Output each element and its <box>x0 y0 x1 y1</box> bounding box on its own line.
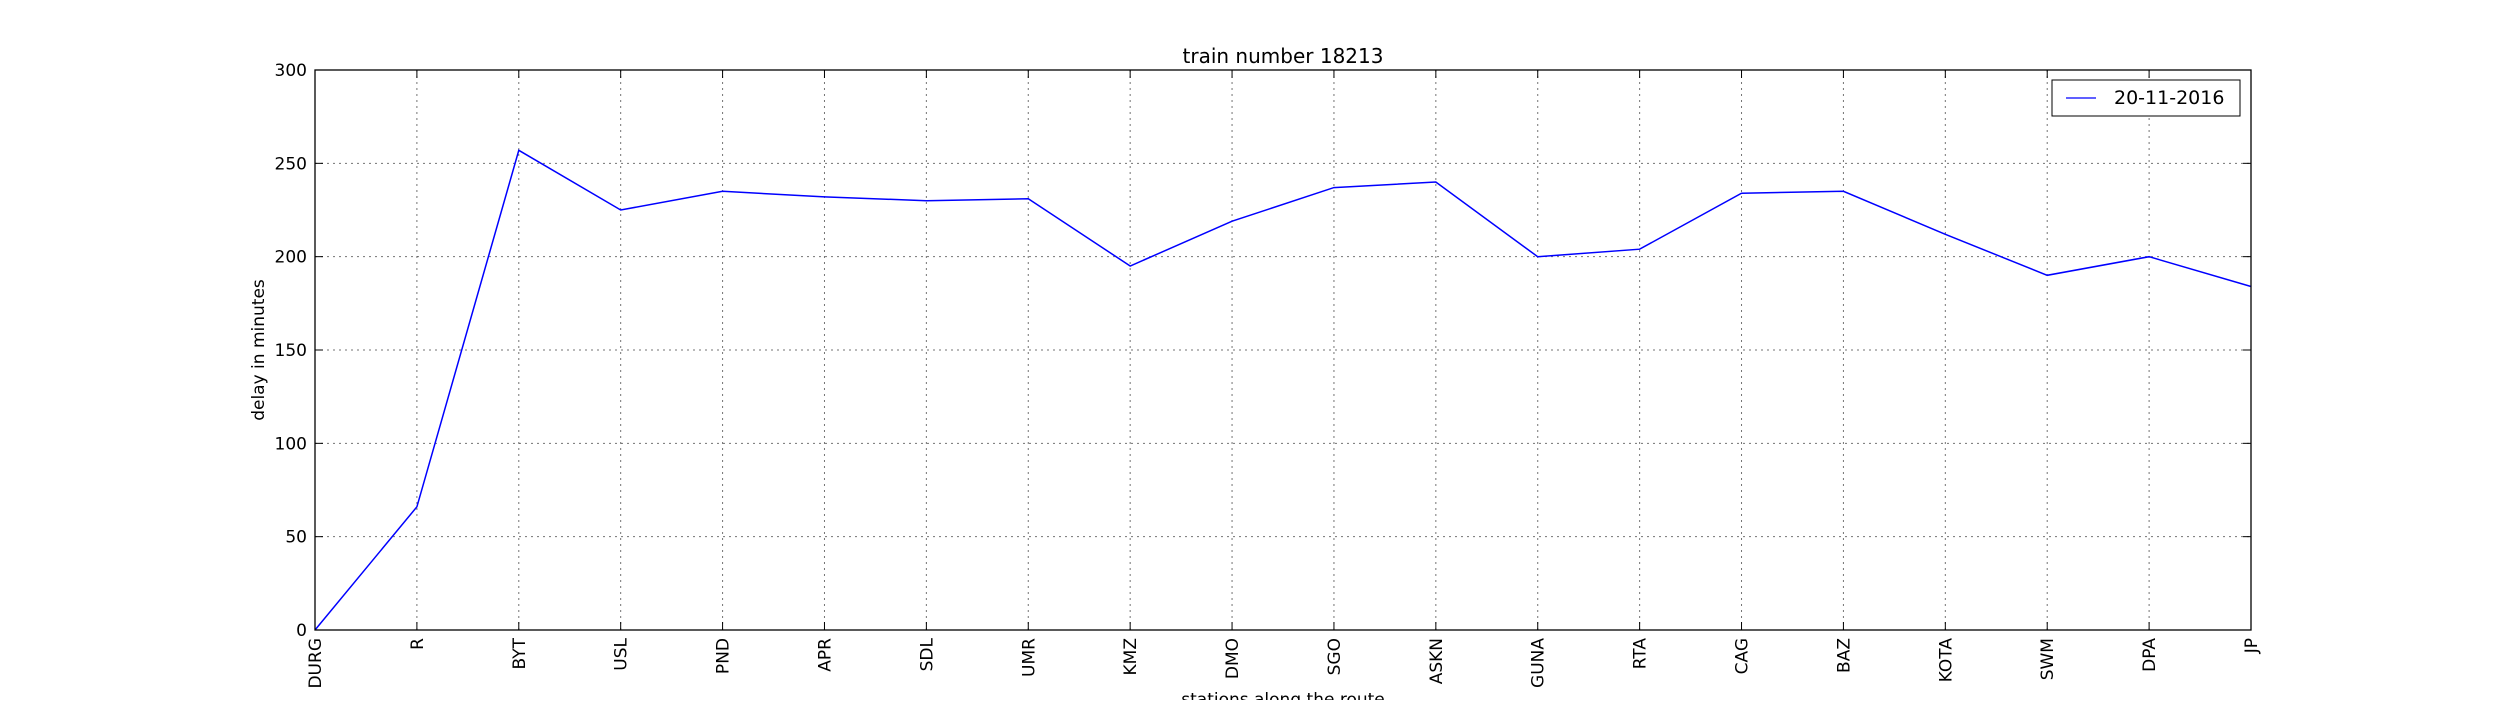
legend-label: 20-11-2016 <box>2114 87 2224 109</box>
y-axis-label: delay in minutes <box>249 279 269 421</box>
y-tick-label: 100 <box>275 434 307 454</box>
y-tick-label: 50 <box>285 528 307 548</box>
x-tick-label: UMR <box>1019 638 1039 677</box>
x-axis-ticks: DURG R BYT USL PND APR SDL UMR KMZ DMO SGO ASKN GUNA… <box>306 70 2262 689</box>
x-tick-label: R <box>408 638 428 650</box>
y-tick-label: 250 <box>275 154 307 174</box>
x-tick-label: PND <box>714 638 734 674</box>
grid-lines <box>315 70 2251 630</box>
legend: 20-11-2016 <box>2051 79 2241 117</box>
x-tick-label: SGO <box>1325 638 1345 675</box>
y-tick-label: 150 <box>275 341 307 361</box>
x-tick-label: KMZ <box>1121 638 1141 675</box>
x-tick-label: ASKN <box>1427 638 1447 684</box>
y-axis-ticks: 0 50 100 150 200 250 300 <box>275 61 2251 641</box>
x-tick-label: JP <box>2242 638 2262 654</box>
x-axis-label: stations along the route <box>1181 690 1385 700</box>
x-tick-label: APR <box>815 638 835 672</box>
y-tick-label: 0 <box>296 621 307 641</box>
x-tick-label: KOTA <box>1936 638 1956 683</box>
x-tick-label: DURG <box>306 638 326 689</box>
x-tick-label: CAG <box>1733 638 1753 674</box>
x-tick-label: GUNA <box>1529 638 1549 688</box>
x-tick-label: DPA <box>2140 638 2160 672</box>
series-line <box>314 149 2252 631</box>
x-tick-label: RTA <box>1631 638 1651 670</box>
x-tick-label: BYT <box>510 637 530 669</box>
x-tick-label: USL <box>612 637 632 670</box>
x-tick-label: SDL <box>917 637 937 671</box>
x-tick-label: SWM <box>2038 638 2058 680</box>
x-tick-label: DMO <box>1223 638 1243 679</box>
x-tick-label: BAZ <box>1834 638 1854 673</box>
series-layer <box>314 149 2252 631</box>
y-tick-label: 300 <box>275 61 307 81</box>
chart-title: train number 18213 <box>1183 44 1384 68</box>
y-tick-label: 200 <box>275 248 307 268</box>
